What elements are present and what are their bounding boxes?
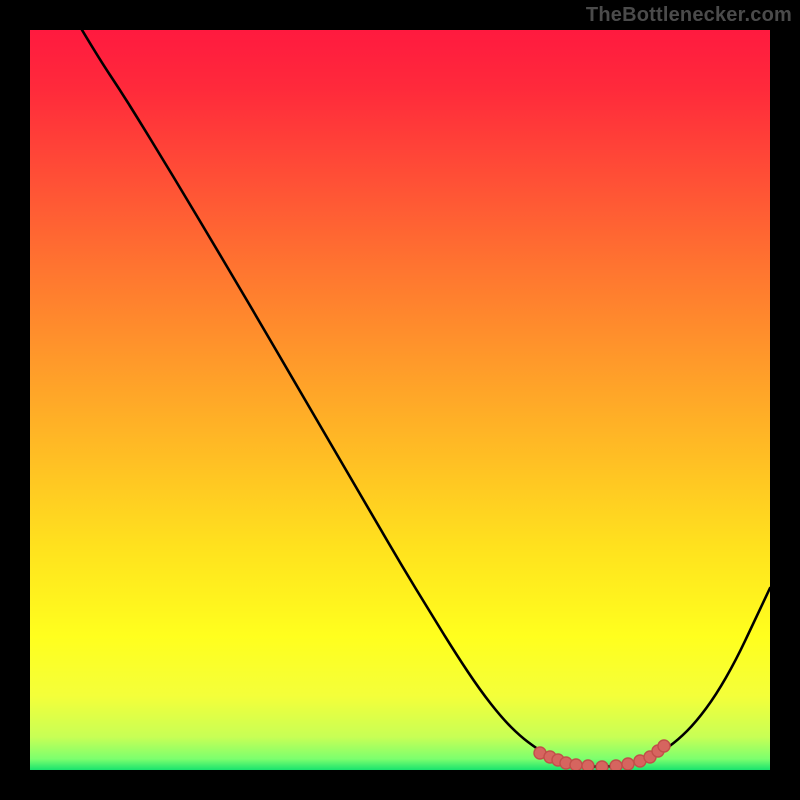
optimal-marker: [622, 758, 634, 770]
optimal-marker: [596, 761, 608, 770]
chart-frame: { "watermark": { "text": "TheBottlenecke…: [0, 0, 800, 800]
optimal-marker: [582, 760, 594, 770]
optimal-marker: [610, 760, 622, 770]
optimal-marker: [658, 740, 670, 752]
optimal-marker: [570, 759, 582, 770]
watermark-label: TheBottlenecker.com: [586, 4, 792, 27]
bottleneck-chart: [30, 30, 770, 770]
gradient-background: [30, 30, 770, 770]
